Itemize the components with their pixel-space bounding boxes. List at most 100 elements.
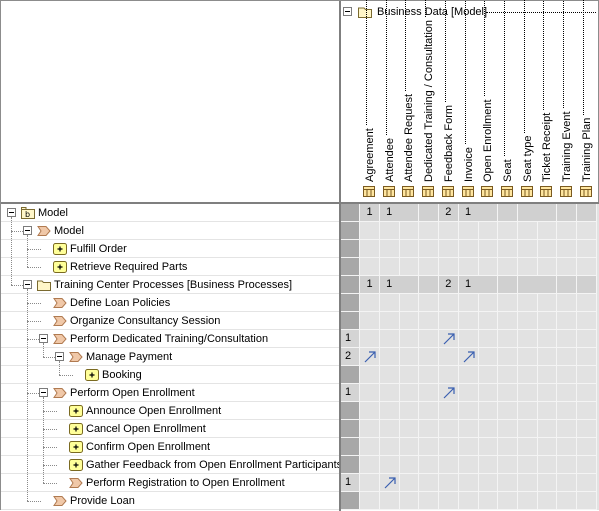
row-summary-cell[interactable] [341, 456, 360, 474]
matrix-cell[interactable] [557, 258, 577, 276]
matrix-cell[interactable] [458, 258, 479, 276]
matrix-cell[interactable] [537, 204, 558, 222]
matrix-cell[interactable] [419, 366, 440, 384]
matrix-cell[interactable] [399, 474, 420, 492]
matrix-cell[interactable]: 1 [379, 276, 400, 294]
matrix-cell[interactable] [576, 402, 597, 420]
matrix-cell[interactable] [537, 438, 558, 456]
matrix-cell[interactable] [576, 276, 597, 294]
matrix-cell[interactable]: 1 [360, 276, 380, 294]
row-summary-cell[interactable] [341, 258, 360, 276]
matrix-cell[interactable] [517, 384, 538, 402]
matrix-cell[interactable] [438, 312, 459, 330]
matrix-cell[interactable] [438, 384, 459, 402]
matrix-cell[interactable] [517, 474, 538, 492]
matrix-cell[interactable] [537, 348, 558, 366]
row-summary-cell[interactable]: 1 [341, 384, 360, 402]
matrix-cell[interactable] [517, 204, 538, 222]
column-label[interactable]: Dedicated Training / Consultation [422, 0, 436, 182]
tree-row[interactable]: Organize Consultancy Session [1, 312, 339, 330]
matrix-cell[interactable] [360, 240, 380, 258]
matrix-cell[interactable] [478, 258, 499, 276]
tree-row[interactable]: Perform Open Enrollment [1, 384, 339, 402]
matrix-cell[interactable] [438, 348, 459, 366]
matrix-cell[interactable] [557, 402, 577, 420]
matrix-cell[interactable] [537, 276, 558, 294]
matrix-cell[interactable] [379, 492, 400, 510]
column-label[interactable]: Seat [501, 0, 515, 182]
column-label[interactable]: Attendee Request [402, 0, 416, 182]
row-summary-cell[interactable] [341, 366, 360, 384]
matrix-cell[interactable] [379, 474, 400, 492]
row-summary-cell[interactable] [341, 312, 360, 330]
matrix-cell[interactable] [438, 438, 459, 456]
row-summary-cell[interactable] [341, 294, 360, 312]
matrix-cell[interactable] [379, 384, 400, 402]
matrix-cell[interactable] [458, 420, 479, 438]
matrix-cell[interactable]: 1 [360, 204, 380, 222]
column-label[interactable]: Feedback Form [442, 0, 456, 182]
matrix-cell[interactable] [419, 240, 440, 258]
matrix-cell[interactable] [438, 258, 459, 276]
matrix-cell[interactable] [419, 330, 440, 348]
row-summary-cell[interactable]: 1 [341, 474, 360, 492]
matrix-cell[interactable] [478, 330, 499, 348]
matrix-cell[interactable] [379, 330, 400, 348]
matrix-cell[interactable] [399, 240, 420, 258]
column-label[interactable]: Seat type [521, 0, 535, 182]
matrix-cell[interactable] [576, 240, 597, 258]
matrix-cell[interactable] [517, 258, 538, 276]
matrix-cell[interactable] [478, 474, 499, 492]
tree-row[interactable]: Training Center Processes [Business Proc… [1, 276, 339, 294]
matrix-cell[interactable] [497, 492, 518, 510]
column-label[interactable]: Training Plan [580, 0, 594, 182]
matrix-cell[interactable]: 2 [438, 276, 459, 294]
matrix-cell[interactable] [379, 348, 400, 366]
row-summary-cell[interactable] [341, 204, 360, 222]
matrix-cell[interactable] [360, 330, 380, 348]
matrix-cell[interactable] [576, 456, 597, 474]
column-label[interactable]: Training Event [560, 0, 574, 182]
matrix-cell[interactable] [379, 456, 400, 474]
matrix-cell[interactable] [517, 348, 538, 366]
matrix-cell[interactable] [478, 438, 499, 456]
matrix-cell[interactable] [537, 366, 558, 384]
matrix-cell[interactable] [576, 258, 597, 276]
row-summary-cell[interactable] [341, 420, 360, 438]
matrix-cell[interactable] [419, 402, 440, 420]
matrix-cell[interactable] [399, 204, 420, 222]
matrix-cell[interactable] [458, 456, 479, 474]
collapse-icon[interactable] [39, 388, 48, 397]
matrix-cell[interactable] [576, 474, 597, 492]
matrix-cell[interactable] [557, 240, 577, 258]
matrix-cell[interactable] [399, 438, 420, 456]
matrix-cell[interactable] [576, 204, 597, 222]
column-label[interactable]: Invoice [462, 0, 476, 182]
matrix-cell[interactable] [458, 438, 479, 456]
matrix-cell[interactable] [557, 384, 577, 402]
matrix-cell[interactable] [419, 258, 440, 276]
matrix-cell[interactable] [419, 384, 440, 402]
matrix-cell[interactable] [458, 366, 479, 384]
matrix-cell[interactable]: 1 [458, 204, 479, 222]
matrix-cell[interactable] [360, 222, 380, 240]
matrix-cell[interactable] [537, 330, 558, 348]
matrix-cell[interactable] [399, 330, 420, 348]
tree-row[interactable]: Cancel Open Enrollment [1, 420, 339, 438]
matrix-cell[interactable] [517, 438, 538, 456]
matrix-cell[interactable] [438, 240, 459, 258]
matrix-cell[interactable] [438, 294, 459, 312]
matrix-cell[interactable] [438, 366, 459, 384]
tree-row[interactable]: Fulfill Order [1, 240, 339, 258]
matrix-cell[interactable] [438, 222, 459, 240]
row-summary-cell[interactable] [341, 402, 360, 420]
matrix-cell[interactable] [517, 492, 538, 510]
matrix-cell[interactable] [576, 330, 597, 348]
column-label[interactable]: Attendee [383, 0, 397, 182]
matrix-cell[interactable] [360, 438, 380, 456]
tree-row[interactable]: Model [1, 222, 339, 240]
matrix-cell[interactable] [379, 222, 400, 240]
tree-row[interactable]: Provide Loan [1, 492, 339, 510]
matrix-cell[interactable] [478, 276, 499, 294]
matrix-cell[interactable] [478, 348, 499, 366]
